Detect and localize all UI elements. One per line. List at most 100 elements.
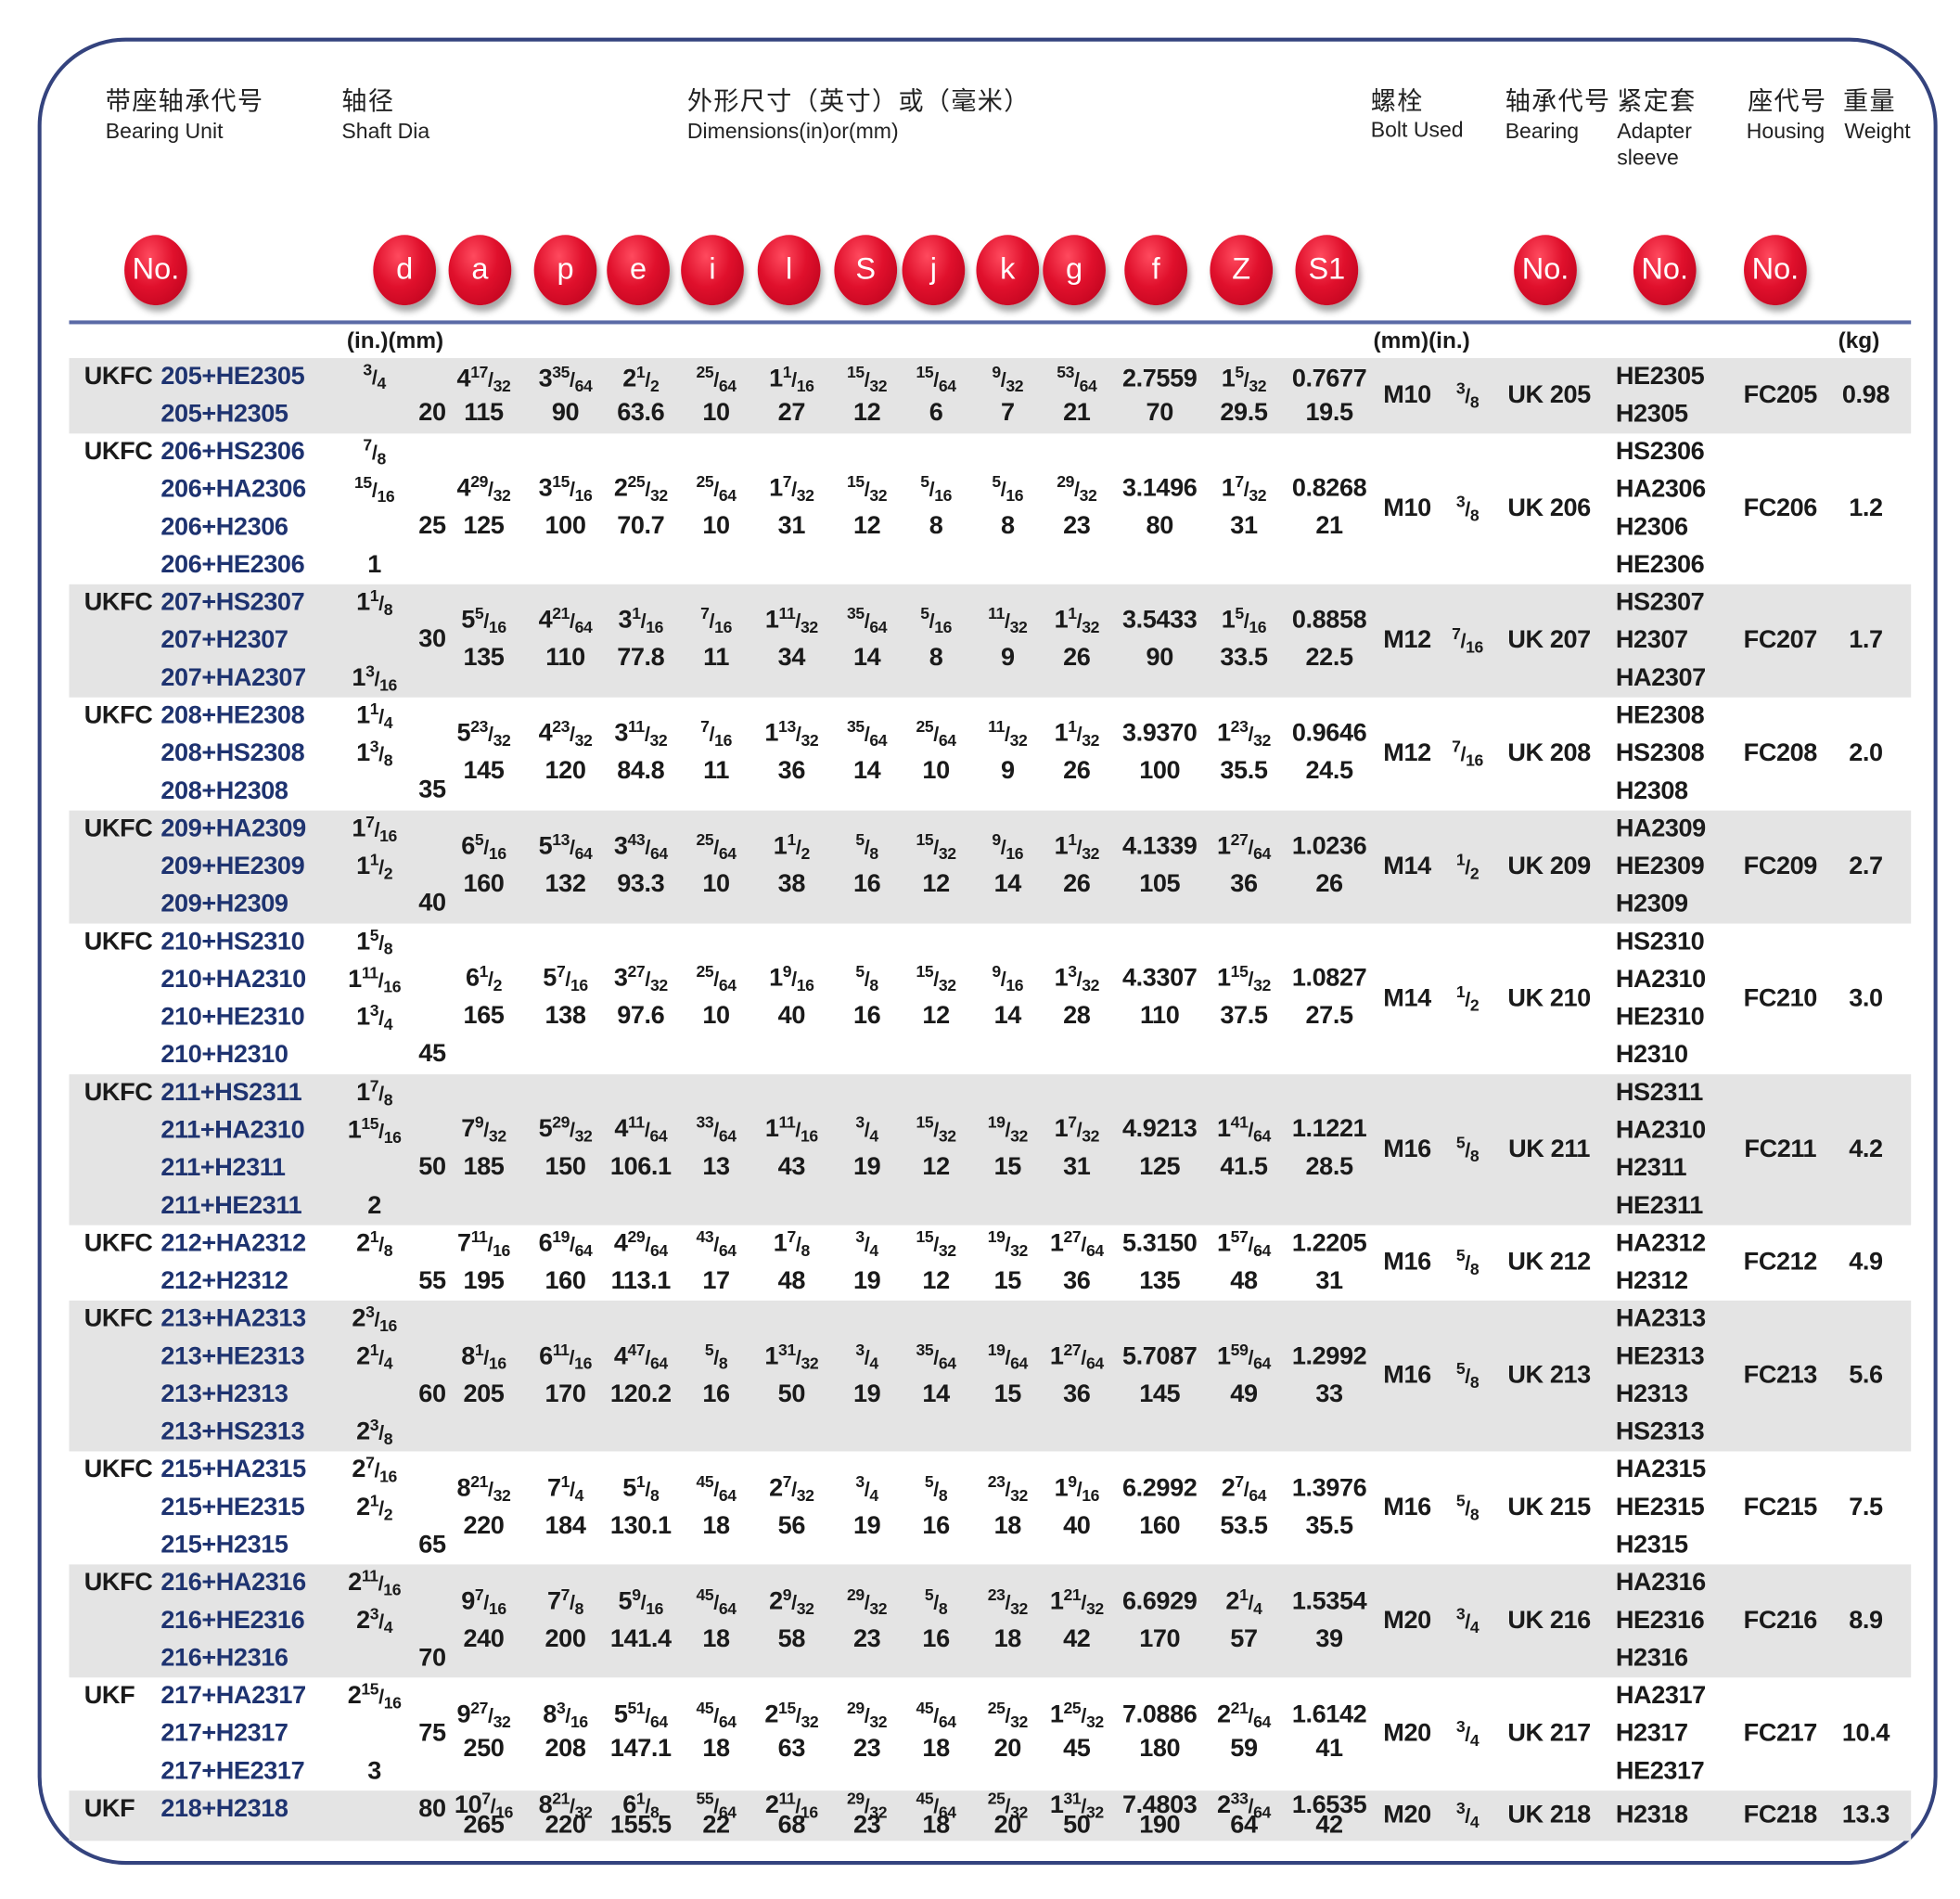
bearing-unit-code: 206+HE2306 [160,550,305,579]
dim-s1-mm: 28.5 [1305,1152,1354,1181]
adapter-sleeve-no: HA2306 [1615,475,1706,504]
bolt-mm: M12 [1383,626,1431,655]
bolt-mm: M16 [1383,1361,1431,1390]
dim-i-mm: 10 [702,869,730,898]
dim-j-inch: 25/64 [916,716,956,750]
bolt-inch: 1/2 [1455,982,1480,1015]
dim-z-mm: 53.5 [1220,1512,1268,1540]
dim-p-mm: 138 [544,1002,586,1031]
bearing-unit-code: 209+HA2309 [160,815,306,843]
dim-j-inch: 35/64 [916,1340,956,1373]
dim-j-mm: 8 [929,644,943,672]
dim-i-inch: 7/16 [700,603,732,637]
adapter-sleeve-no: HA2307 [1615,663,1706,692]
dim-j-mm: 16 [922,1512,950,1540]
dim-g-mm: 36 [1063,1379,1091,1408]
housing-no: FC209 [1743,853,1818,880]
dim-l-inch: 113/32 [764,716,819,750]
dim-j-mm: 14 [922,1379,950,1408]
bolt-inch: 3/8 [1455,492,1480,525]
header-weight-zh: 重量 [1843,85,1896,116]
adapter-sleeve-no: HA2313 [1615,1304,1706,1333]
shaft-dia-inch: 115/16 [347,1113,402,1147]
dim-j-mm: 10 [922,757,950,785]
dim-s1-inch: 1.6142 [1291,1700,1367,1729]
dim-s1-inch: 0.8858 [1291,606,1367,635]
dim-l-mm: 50 [777,1379,806,1408]
bearing-unit-code: 209+H2309 [160,890,288,918]
housing-no: FC215 [1743,1493,1818,1521]
dim-p-inch: 529/32 [538,1112,593,1146]
dim-g-mm: 21 [1063,399,1091,427]
bearing-unit-code: 217+HE2317 [160,1757,305,1786]
adapter-sleeve-no: HE2305 [1615,362,1705,391]
adapter-sleeve-no: HE2309 [1615,853,1705,880]
shaft-dia-mm: 60 [418,1379,446,1408]
dim-a-mm: 265 [463,1811,505,1840]
dim-k-mm: 8 [1000,511,1015,540]
dim-i-inch: 55/64 [696,1789,737,1822]
symbol-badge-i: i [681,235,744,306]
dim-e-mm: 141.4 [609,1625,672,1653]
bearing-unit-code: 205+H2305 [160,400,288,429]
adapter-sleeve-no: H2310 [1615,1041,1688,1070]
dim-g-mm: 26 [1063,757,1091,785]
shaft-dia-inch: 15/8 [356,925,393,958]
table-frame [37,37,1938,1866]
dim-k-inch: 23/32 [987,1585,1029,1618]
header-bearing-unit-en: Bearing Unit [105,119,224,144]
dim-k-mm: 9 [1000,757,1015,785]
dim-s1-mm: 42 [1315,1811,1343,1840]
symbol-badge-g: g [1043,235,1106,306]
dim-j-inch: 45/64 [916,1698,956,1731]
dim-l-mm: 27 [777,399,806,427]
dim-f-inch: 5.3150 [1121,1229,1198,1258]
dim-a-mm: 135 [463,644,505,672]
shaft-dia-inch: 3/4 [363,360,386,393]
dim-z-inch: 141/64 [1217,1112,1271,1146]
dim-a-inch: 417/32 [456,362,511,395]
housing-no: FC213 [1743,1361,1818,1390]
bearing-unit-code: 211+HE2311 [160,1191,302,1220]
adapter-sleeve-no: HA2312 [1615,1229,1706,1258]
symbol-badge-p: p [533,235,597,306]
dim-p-mm: 160 [544,1267,586,1295]
unit-prefix: UKFC [83,1456,153,1483]
dim-g-mm: 40 [1063,1512,1091,1540]
dim-a-inch: 79/32 [461,1112,506,1146]
bearing-unit-code: 212+H2312 [160,1267,288,1295]
dim-l-mm: 43 [777,1152,806,1181]
dim-s1-inch: 1.0827 [1291,964,1367,993]
bolt-mm: M16 [1383,1493,1431,1521]
dim-z-mm: 41.5 [1220,1152,1268,1181]
bearing-unit-code: 213+H2313 [160,1379,288,1408]
bolt-mm: M14 [1383,853,1431,880]
table-row-group [69,810,1912,924]
bearing-unit-code: 208+HS2308 [160,739,305,767]
weight-kg: 3.0 [1849,984,1883,1013]
dim-s1-inch: 1.2992 [1291,1342,1367,1371]
bearing-unit-code: 206+HS2306 [160,438,305,466]
dim-e-inch: 31/16 [618,603,664,637]
header-dimensions-en: Dimensions(in)or(mm) [686,119,899,144]
dim-l-inch: 17/32 [769,471,814,505]
dim-s-mm: 19 [852,1152,881,1181]
unit-prefix: UKFC [83,1078,153,1107]
dim-s1-mm: 31 [1315,1267,1343,1295]
bearing-unit-code: 211+H2311 [160,1154,286,1182]
shaft-dia-inch: 11/4 [356,699,393,732]
dim-k-mm: 18 [993,1625,1022,1653]
shaft-dia-mm: 35 [418,776,446,804]
dim-s-mm: 19 [852,1512,881,1540]
dim-s1-inch: 1.1221 [1291,1115,1367,1143]
dim-s1-inch: 0.9646 [1291,719,1367,748]
dim-s1-mm: 21 [1315,511,1343,540]
adapter-sleeve-no: H2312 [1615,1267,1688,1295]
dim-g-mm: 28 [1063,1002,1091,1031]
bolt-inch: 1/2 [1455,850,1480,883]
header-divider [69,320,1912,325]
dim-i-inch: 5/8 [704,1340,728,1373]
dim-f-inch: 4.1339 [1121,832,1198,861]
dim-s1-mm: 27.5 [1305,1002,1354,1031]
dim-g-inch: 53/64 [1057,362,1097,395]
